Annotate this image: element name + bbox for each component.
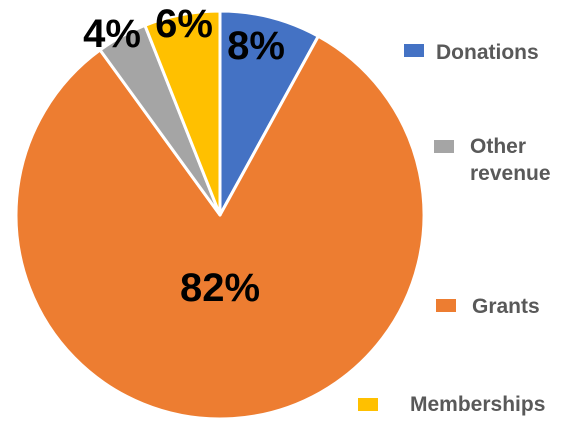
data-label-donations: 8% (227, 24, 285, 68)
data-label-other-revenue: 4% (83, 12, 141, 56)
legend-label-memberships: Memberships (410, 393, 546, 416)
pie-slice-memberships (143, 9, 222, 217)
data-label-grants: 82% (180, 266, 260, 310)
pie-slice-donations (218, 9, 320, 217)
legend-swatch-memberships (358, 398, 378, 411)
legend-label-other-revenue-line1: Other (470, 135, 527, 158)
legend-label-grants: Grants (472, 295, 540, 318)
legend-label-other-revenue-line2: revenue (470, 162, 551, 185)
legend-label-other-revenue: Other revenue (470, 133, 551, 187)
pie-labels: 8% 82% 4% 6% (83, 2, 285, 310)
legend-swatch-other-revenue (434, 140, 454, 153)
data-label-memberships: 6% (155, 2, 213, 46)
legend-label-donations: Donations (436, 41, 539, 64)
pie-slice-grants (14, 34, 426, 421)
legend-swatch-grants (436, 299, 456, 312)
pie-slices (14, 9, 426, 421)
legend-swatch-donations (404, 44, 424, 57)
